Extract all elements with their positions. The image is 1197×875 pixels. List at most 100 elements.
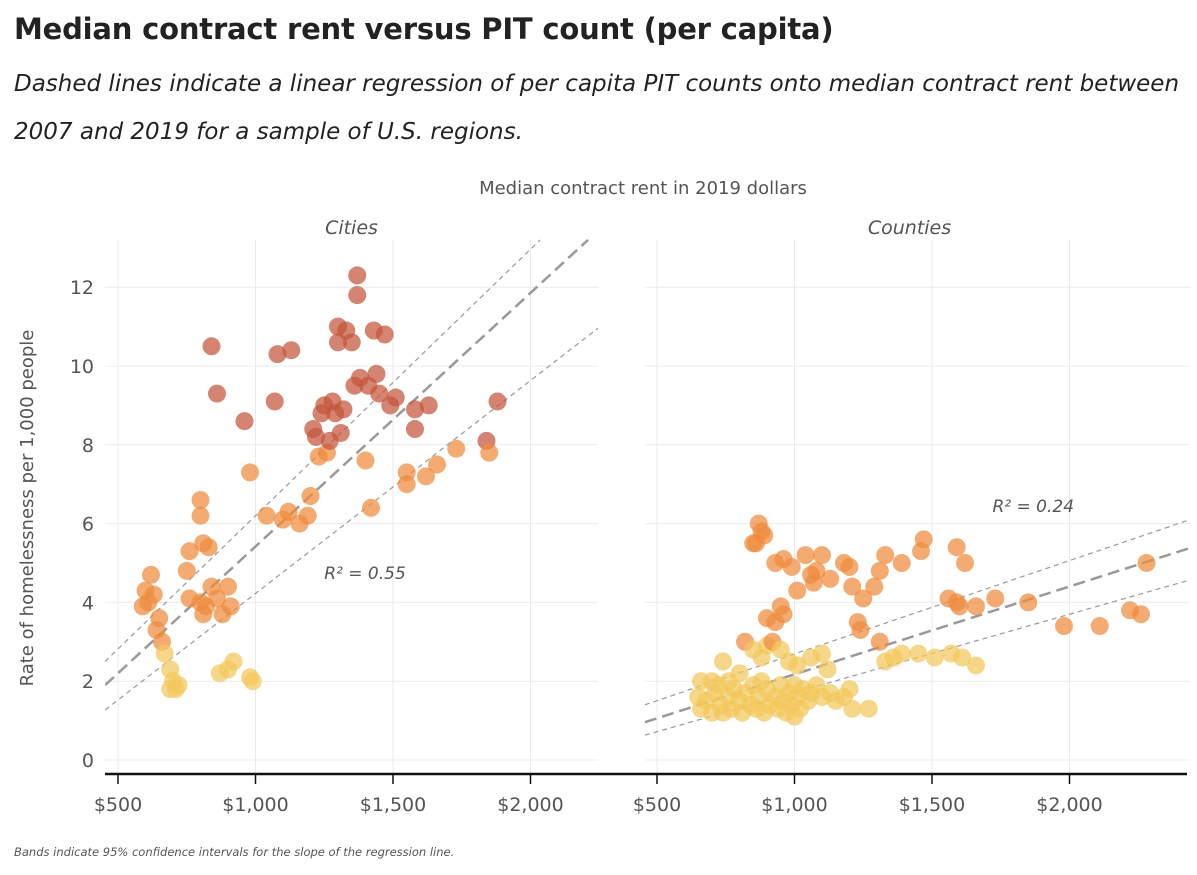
y-axis-title: Rate of homelessness per 1,000 people bbox=[17, 330, 38, 687]
data-point bbox=[375, 325, 394, 344]
points-counties bbox=[689, 514, 1156, 726]
y-tick-label: 10 bbox=[70, 356, 94, 378]
data-point bbox=[813, 644, 831, 663]
data-point bbox=[243, 672, 262, 691]
data-point bbox=[714, 652, 732, 671]
data-point bbox=[202, 337, 221, 356]
y-tick-label: 12 bbox=[70, 277, 94, 299]
data-point bbox=[840, 557, 859, 576]
data-point bbox=[821, 569, 840, 588]
y-tick-label: 6 bbox=[82, 514, 94, 536]
data-point bbox=[1132, 605, 1150, 624]
data-point bbox=[807, 561, 826, 580]
regression-group-cities bbox=[105, 239, 598, 711]
data-point bbox=[265, 392, 284, 411]
data-point bbox=[342, 333, 361, 352]
y-tick-label: 2 bbox=[82, 671, 94, 693]
data-point bbox=[348, 266, 367, 285]
data-point bbox=[758, 609, 776, 628]
data-point bbox=[161, 680, 180, 699]
data-point bbox=[480, 443, 499, 462]
data-point bbox=[301, 487, 320, 506]
data-point bbox=[1137, 554, 1156, 572]
data-point bbox=[851, 620, 870, 639]
data-point bbox=[719, 672, 738, 691]
data-point bbox=[356, 451, 375, 470]
data-point bbox=[208, 589, 226, 608]
data-point bbox=[892, 554, 911, 572]
data-point bbox=[419, 396, 438, 415]
data-point bbox=[406, 420, 424, 439]
data-point bbox=[428, 455, 446, 474]
data-point bbox=[397, 463, 416, 482]
data-point bbox=[925, 648, 944, 667]
chart-subtitle: Dashed lines indicate a linear regressio… bbox=[14, 71, 1180, 145]
data-point bbox=[279, 502, 298, 521]
data-point bbox=[854, 589, 873, 608]
data-point bbox=[177, 561, 196, 580]
ci-upper-line bbox=[105, 239, 541, 662]
data-point bbox=[818, 660, 837, 679]
data-point bbox=[843, 699, 862, 718]
regression-line bbox=[105, 239, 589, 687]
data-point bbox=[956, 554, 974, 572]
data-point bbox=[208, 384, 226, 403]
data-point bbox=[307, 427, 325, 446]
r-squared-label: R² = 0.55 bbox=[324, 564, 406, 584]
data-point bbox=[221, 597, 240, 616]
data-point bbox=[950, 597, 969, 616]
y-tick-label: 4 bbox=[82, 592, 94, 614]
points-cities bbox=[133, 266, 507, 699]
data-point bbox=[796, 546, 815, 565]
y-tick-label: 8 bbox=[82, 435, 94, 457]
x-axis-title: Median contract rent in 2019 dollars bbox=[479, 178, 807, 199]
data-point bbox=[870, 561, 889, 580]
data-point bbox=[235, 412, 254, 431]
regression-lines bbox=[105, 239, 1190, 736]
data-point bbox=[144, 585, 163, 604]
data-point bbox=[859, 699, 878, 718]
panel-title-cities: Cities bbox=[325, 217, 378, 239]
data-point bbox=[788, 656, 807, 675]
data-point bbox=[914, 530, 933, 549]
data-point bbox=[406, 400, 424, 419]
data-point bbox=[282, 341, 301, 360]
data-point bbox=[417, 467, 435, 486]
data-point bbox=[219, 577, 237, 596]
r-squared-label: R² = 0.24 bbox=[993, 497, 1075, 517]
data-point bbox=[752, 672, 771, 691]
data-point bbox=[447, 439, 466, 458]
data-point bbox=[865, 577, 884, 596]
data-point bbox=[788, 581, 807, 600]
y-tick-label: 0 bbox=[82, 750, 94, 772]
x-tick-label: $1,000 bbox=[222, 794, 288, 816]
ci-upper-line bbox=[645, 519, 1190, 706]
data-point bbox=[692, 672, 710, 691]
x-tick-label: $500 bbox=[633, 794, 681, 816]
data-point bbox=[298, 506, 317, 525]
data-point bbox=[967, 656, 985, 675]
data-point bbox=[142, 565, 160, 584]
data-point bbox=[1019, 593, 1038, 612]
x-tick-label: $500 bbox=[94, 794, 142, 816]
data-point bbox=[488, 392, 507, 411]
data-point bbox=[813, 546, 831, 565]
data-point bbox=[362, 498, 380, 517]
data-point bbox=[947, 538, 966, 557]
data-point bbox=[747, 534, 765, 553]
data-point bbox=[909, 644, 928, 663]
data-point bbox=[268, 345, 287, 364]
data-point bbox=[334, 400, 353, 419]
data-point bbox=[224, 652, 243, 671]
x-tick-label: $1,500 bbox=[899, 794, 965, 816]
data-point bbox=[1055, 617, 1073, 636]
footnote: Bands indicate 95% confidence intervals … bbox=[14, 845, 455, 859]
panel-title-counties: Counties bbox=[868, 217, 951, 239]
data-point bbox=[774, 605, 793, 624]
x-tick-label: $2,000 bbox=[497, 794, 563, 816]
data-point bbox=[180, 542, 199, 561]
data-point bbox=[876, 546, 895, 565]
data-points bbox=[133, 266, 1156, 726]
data-point bbox=[367, 364, 386, 383]
